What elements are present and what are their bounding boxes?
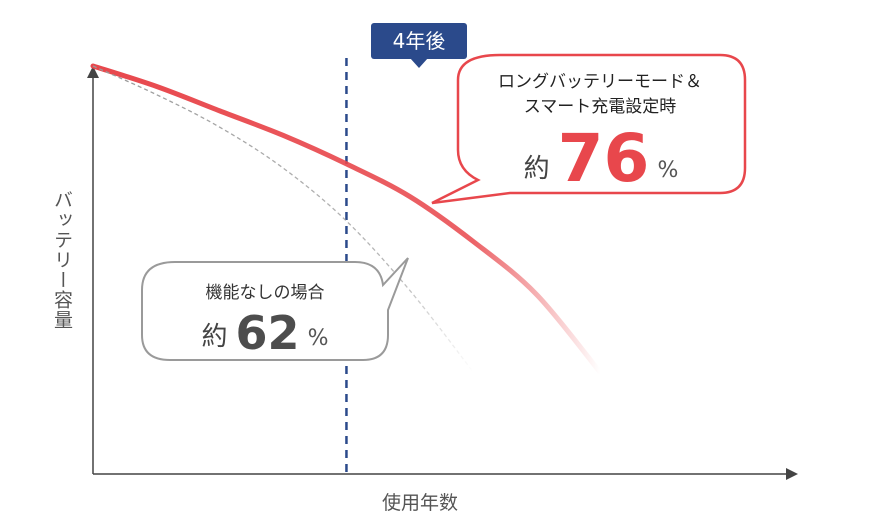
no-feature-value-number: 62 [235, 306, 300, 360]
x-axis-label: 使用年数 [381, 492, 458, 514]
no-feature-value-unit: % [307, 326, 329, 351]
x-axis-arrow [786, 468, 798, 480]
optimized-callout-value: 約 76% [478, 120, 724, 197]
four-year-marker-label: 4年後 [371, 23, 467, 59]
no-feature-value-prefix: 約 [201, 322, 228, 352]
marker-pointer [410, 58, 428, 68]
y-axis-label: バッテリー容量 [51, 190, 73, 330]
optimized-value-unit: % [657, 158, 679, 183]
y-axis-arrow [87, 66, 99, 78]
no_feature-series-line [92, 65, 474, 373]
no-feature-callout-bubble [141, 257, 409, 361]
no-feature-callout-value: 約 62% [165, 306, 365, 360]
optimized-callout-title-line2: スマート充電設定時 [523, 97, 677, 117]
optimized-callout-title: ロングバッテリーモード＆ スマート充電設定時 [470, 70, 730, 120]
no-feature-callout-title: 機能なしの場合 [205, 283, 325, 303]
optimized-series-line [90, 63, 603, 375]
optimized-value-number: 76 [557, 120, 650, 197]
optimized-callout-bubble [431, 53, 747, 205]
optimized-callout-title-line1: ロングバッテリーモード＆ [498, 72, 702, 92]
optimized-value-prefix: 約 [523, 154, 550, 184]
